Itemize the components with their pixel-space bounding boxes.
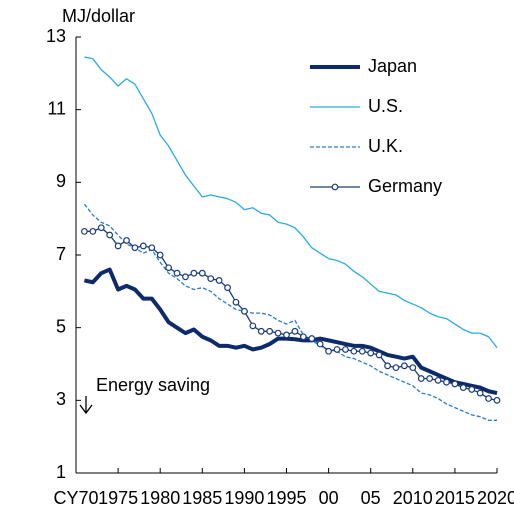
y-tick-label: 5 <box>56 316 66 336</box>
y-tick-label: 11 <box>47 98 66 118</box>
series-marker <box>417 375 425 382</box>
series-marker <box>493 396 501 404</box>
series-marker <box>308 335 316 342</box>
series-marker <box>81 227 88 235</box>
x-tick-label: 1990 <box>224 488 264 508</box>
series-marker <box>426 375 434 382</box>
series-marker <box>342 346 349 353</box>
x-tick-label: 2015 <box>435 488 475 508</box>
x-tick-label: 1980 <box>140 488 180 508</box>
series-marker <box>148 244 156 252</box>
series-line <box>84 56 498 349</box>
series-marker <box>459 384 467 392</box>
series-marker <box>173 269 181 277</box>
series-marker <box>198 269 206 277</box>
x-tick-label: 00 <box>319 488 339 508</box>
y-tick-label: 3 <box>56 389 66 409</box>
y-tick-label: 1 <box>56 462 66 482</box>
series-marker <box>89 227 97 235</box>
series-marker <box>240 307 248 315</box>
series-marker <box>224 284 231 292</box>
legend-label: Japan <box>368 56 417 76</box>
series-line <box>83 267 498 396</box>
series-marker <box>215 277 223 284</box>
series-marker <box>434 376 442 384</box>
series-marker <box>392 364 400 372</box>
x-tick-label: 1985 <box>182 488 222 508</box>
series-marker <box>409 364 417 372</box>
series-marker <box>367 349 375 357</box>
x-tick-label: CY70 <box>53 488 98 508</box>
x-tick-label: 1975 <box>98 488 138 508</box>
series-marker <box>485 395 492 402</box>
series-marker <box>358 347 366 355</box>
series-marker <box>123 237 130 244</box>
series-marker <box>156 251 164 259</box>
legend-label: Germany <box>368 176 442 196</box>
series-marker <box>291 327 299 335</box>
series-marker <box>114 242 122 250</box>
series-marker <box>451 380 459 388</box>
series-marker <box>350 347 358 355</box>
x-tick-label: 2010 <box>393 488 433 508</box>
legend-marker <box>331 183 339 191</box>
series-marker <box>316 340 324 348</box>
series-marker <box>249 322 257 330</box>
series-marker <box>182 273 189 281</box>
annotation-arrowhead <box>79 404 93 415</box>
y-tick-label: 9 <box>56 171 66 191</box>
series-marker <box>131 244 139 252</box>
series-marker <box>139 242 147 250</box>
series-marker <box>384 362 391 370</box>
series-marker <box>207 275 215 283</box>
y-tick-label: 13 <box>46 26 66 46</box>
series-marker <box>190 269 198 277</box>
y-tick-label: 7 <box>56 244 66 264</box>
series-marker <box>232 298 240 306</box>
x-tick-label: 1995 <box>266 488 306 508</box>
series-marker <box>266 327 274 335</box>
series-marker <box>400 362 408 370</box>
series-marker <box>375 351 383 359</box>
series-line <box>83 203 497 421</box>
legend-label: U.K. <box>368 136 403 156</box>
series-marker <box>468 386 476 393</box>
series-marker <box>299 333 307 341</box>
y-axis-label: MJ/dollar <box>62 6 135 26</box>
series-marker <box>257 327 265 335</box>
series-marker <box>476 389 484 397</box>
series-marker <box>443 378 450 386</box>
series-marker <box>106 231 114 239</box>
legend-label: U.S. <box>368 96 403 116</box>
x-tick-label: 2020 <box>477 488 514 508</box>
series-marker <box>97 224 105 232</box>
series-marker <box>333 346 341 353</box>
series-marker <box>165 264 173 272</box>
series-marker <box>283 331 290 339</box>
series-marker <box>274 329 282 337</box>
annotation: Energy saving <box>96 375 210 395</box>
series-marker <box>325 347 333 355</box>
x-tick-label: 05 <box>361 488 381 508</box>
